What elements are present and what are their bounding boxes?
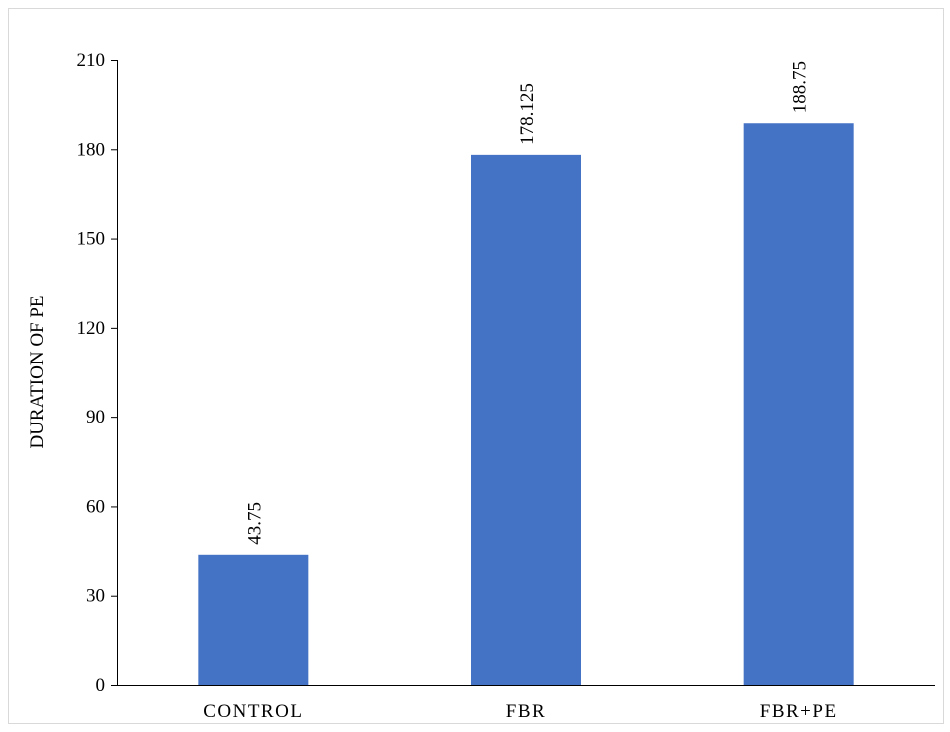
y-tick-label: 150 <box>77 229 106 250</box>
y-tick-label: 210 <box>77 50 106 71</box>
y-axis-title: DURATION OF PE <box>27 295 48 448</box>
data-label: 178.125 <box>517 83 538 145</box>
x-axis-labels: CONTROL FBR FBR+PE <box>203 701 838 722</box>
bar <box>471 154 581 685</box>
x-category-label: FBR <box>506 701 546 722</box>
chart-frame <box>8 8 944 724</box>
y-tick-label: 30 <box>86 586 105 607</box>
y-tick-label: 120 <box>77 318 106 339</box>
y-tick-label: 90 <box>86 407 105 428</box>
data-label: 188.75 <box>790 61 811 113</box>
bar <box>198 554 309 685</box>
y-axis: 0 30 60 90 120 150 180 210 <box>77 50 117 696</box>
y-tick-label: 180 <box>77 139 106 160</box>
y-tick-label: 0 <box>96 675 106 696</box>
bars <box>198 123 854 686</box>
x-category-label: FBR+PE <box>760 701 838 722</box>
data-label: 43.75 <box>244 502 265 545</box>
data-labels: 43.75 178.125 188.75 <box>244 61 810 545</box>
bar <box>743 123 854 686</box>
x-category-label: CONTROL <box>203 701 303 722</box>
y-tick-label: 60 <box>86 496 105 517</box>
